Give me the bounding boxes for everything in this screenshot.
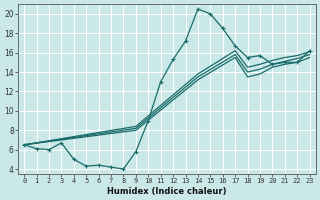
X-axis label: Humidex (Indice chaleur): Humidex (Indice chaleur) bbox=[107, 187, 227, 196]
